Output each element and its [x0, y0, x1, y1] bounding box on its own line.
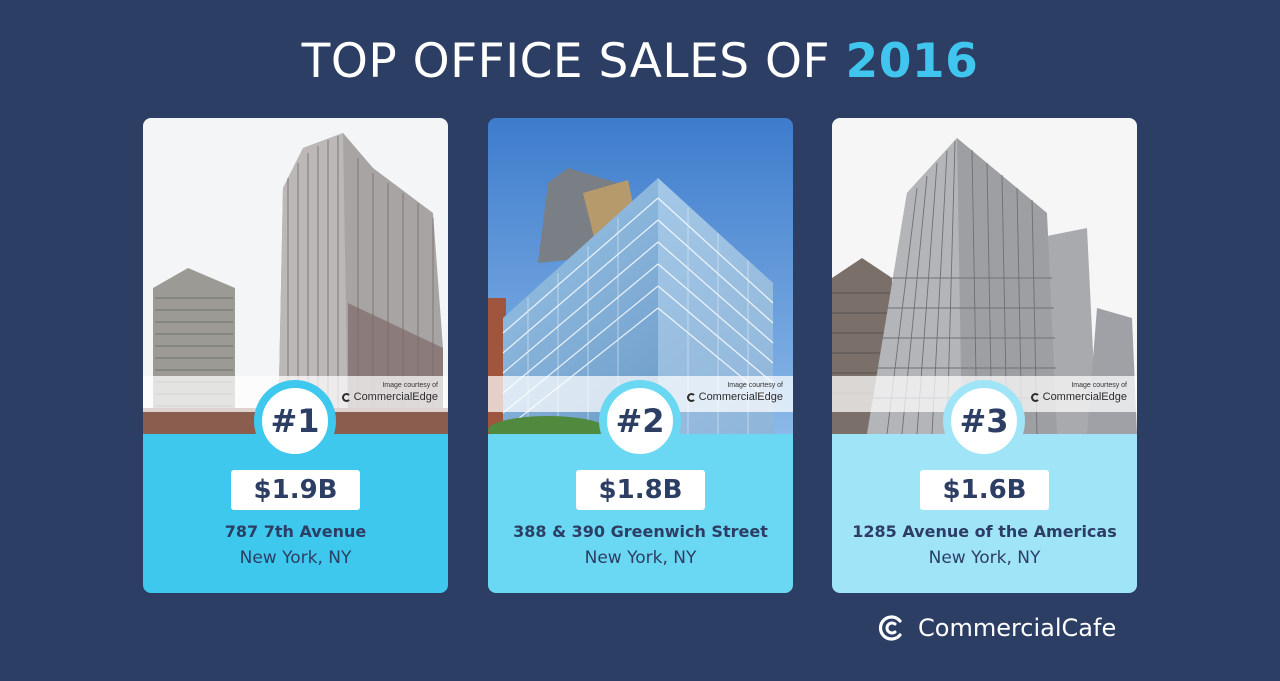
rank-badge: #1 [254, 380, 336, 462]
property-address: 1285 Avenue of the Americas [852, 522, 1117, 541]
commercialedge-logo-icon [1030, 392, 1040, 402]
sale-card-3: Image courtesy of CommercialEdge #3 $1.6… [832, 118, 1137, 593]
credit-label: Image courtesy of [1071, 382, 1127, 389]
sale-card-2: Image courtesy of CommercialEdge #2 $1.8… [488, 118, 793, 593]
page-title: TOP OFFICE SALES OF 2016 [0, 34, 1280, 89]
rank-badge: #2 [599, 380, 681, 462]
title-prefix: TOP OFFICE SALES OF [301, 34, 831, 89]
credit-brand: CommercialEdge [353, 391, 438, 403]
credit-label: Image courtesy of [727, 382, 783, 389]
credit-label: Image courtesy of [382, 382, 438, 389]
commercialedge-logo-icon [341, 392, 351, 402]
brand-name: CommercialCafe [918, 614, 1117, 642]
sale-card-1: Image courtesy of CommercialEdge #1 $1.9… [143, 118, 448, 593]
rank-badge: #3 [943, 380, 1025, 462]
property-city: New York, NY [584, 548, 697, 568]
property-address: 787 7th Avenue [224, 522, 367, 541]
sale-price: $1.6B [920, 470, 1049, 510]
commercialedge-logo-icon [686, 392, 696, 402]
credit-brand: CommercialEdge [698, 391, 783, 403]
property-city: New York, NY [928, 548, 1041, 568]
brand-footer: CommercialCafe [876, 610, 1116, 646]
sale-price: $1.9B [231, 470, 360, 510]
sale-price: $1.8B [576, 470, 705, 510]
credit-brand: CommercialEdge [1042, 391, 1127, 403]
title-year: 2016 [845, 34, 979, 89]
property-city: New York, NY [239, 548, 352, 568]
commercialcafe-logo-icon [878, 615, 902, 641]
property-address: 388 & 390 Greenwich Street [513, 522, 768, 541]
